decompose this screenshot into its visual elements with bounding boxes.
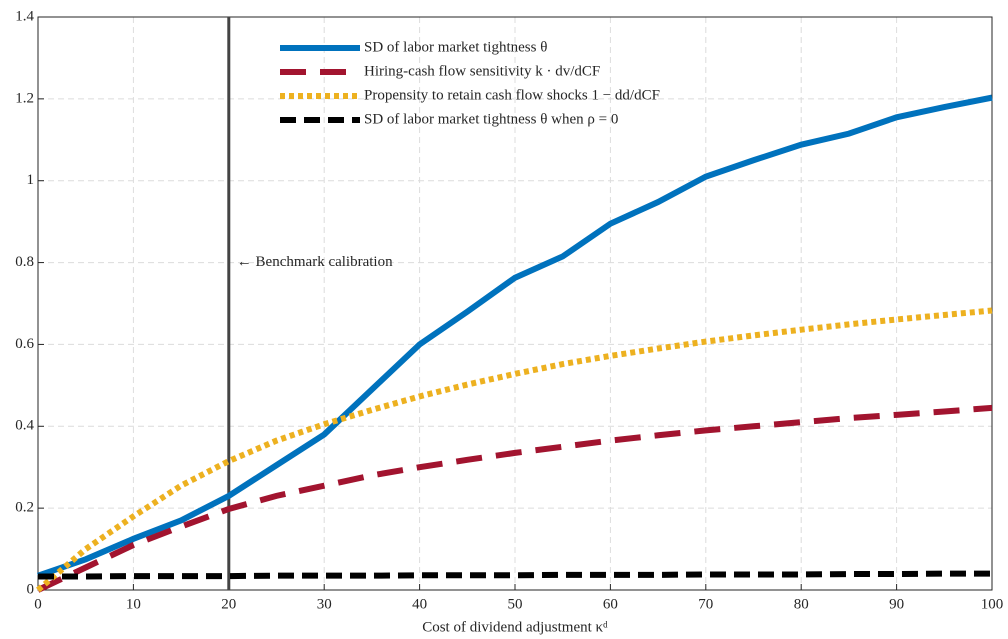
- x-tick-label: 50: [508, 596, 523, 612]
- series-line: [36, 404, 993, 593]
- series-line: [37, 94, 993, 579]
- x-tick-label: 80: [794, 596, 809, 612]
- x-tick-label: 70: [698, 596, 713, 612]
- plot-frame: [37, 16, 993, 591]
- y-tick-label: 1: [27, 172, 35, 188]
- y-tick-label: 1.4: [15, 8, 34, 24]
- annotation: ← Benchmark calibration: [237, 254, 393, 270]
- y-tick-label: 0.6: [15, 336, 34, 352]
- y-tick-label: 0.4: [15, 418, 34, 434]
- y-tick-label: 0: [27, 581, 35, 597]
- x-tick-label: 0: [34, 596, 42, 612]
- y-tick-label: 1.2: [15, 90, 34, 106]
- y-tick-label: 0.2: [15, 500, 34, 516]
- x-tick-label: 20: [221, 596, 236, 612]
- legend-label: Hiring-cash flow sensitivity k · dv/dCF: [364, 63, 600, 79]
- x-tick-label: 90: [889, 596, 904, 612]
- y-tick-label: 0.8: [15, 254, 34, 270]
- x-tick-label: 40: [412, 596, 427, 612]
- x-tick-label: 100: [981, 596, 1004, 612]
- x-tick-label: 30: [317, 596, 332, 612]
- x-axis-label: Cost of dividend adjustment κᵈ: [422, 619, 608, 635]
- series-line: [38, 570, 992, 580]
- x-tick-label: 60: [603, 596, 618, 612]
- legend-label: SD of labor market tightness θ when ρ = …: [364, 111, 618, 127]
- legend-label: Propensity to retain cash flow shocks 1 …: [364, 87, 660, 103]
- x-tick-label: 10: [126, 596, 141, 612]
- legend-label: SD of labor market tightness θ: [364, 39, 547, 55]
